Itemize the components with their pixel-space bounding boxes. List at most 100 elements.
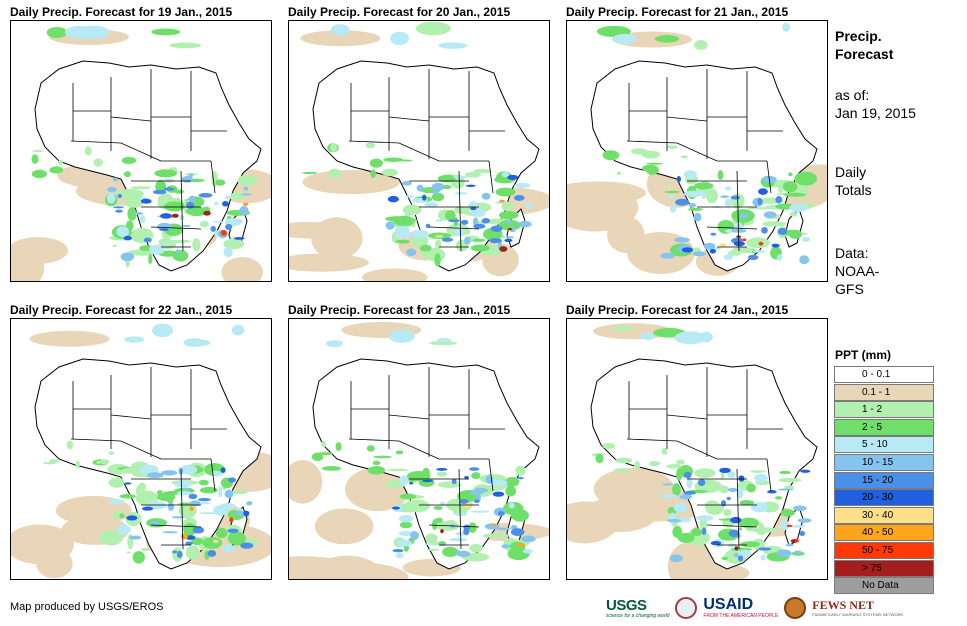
light-precip-area [627, 232, 695, 275]
country-border [120, 142, 162, 162]
precip-cell [172, 550, 178, 554]
precip-cell [501, 544, 511, 549]
country-border [180, 468, 184, 550]
precip-cell [395, 450, 404, 455]
precip-cell [117, 524, 131, 535]
legend-swatch [834, 489, 934, 507]
precip-cell [141, 506, 154, 511]
precip-cell [434, 253, 441, 267]
precip-core [507, 228, 513, 231]
legend-item: 50 - 75 [834, 541, 934, 560]
precip-cell [439, 501, 446, 507]
precip-cell [739, 500, 755, 506]
usaid-logo-tagline: FROM THE AMERICAN PEOPLE [703, 613, 779, 619]
africa-outline [312, 358, 540, 570]
precip-core [498, 199, 505, 203]
precip-cell [220, 467, 226, 474]
light-precip-area [314, 508, 374, 545]
precip-cell [390, 31, 409, 46]
country-border [766, 160, 772, 194]
precip-core [440, 529, 444, 534]
precip-cell [794, 171, 818, 186]
light-precip-area [29, 330, 110, 347]
precip-cell [521, 535, 536, 543]
country-border [626, 140, 678, 144]
precip-cell [321, 466, 342, 471]
precip-cell [730, 516, 742, 524]
precip-cell [733, 552, 739, 558]
precip-cell [222, 544, 236, 553]
sidebar-asof-date: Jan 19, 2015 [835, 105, 916, 121]
precip-cell [140, 547, 151, 551]
precip-cell [126, 515, 138, 521]
precip-cell [113, 509, 121, 520]
legend-item: 2 - 5 [834, 418, 934, 437]
precip-cell [152, 189, 167, 195]
precip-cell [754, 473, 768, 483]
precip-cell [415, 21, 451, 36]
precip-cell [240, 542, 254, 549]
precip-cell [498, 211, 519, 220]
precip-cell [514, 183, 531, 188]
precip-cell [188, 493, 198, 500]
precip-cell [416, 184, 424, 192]
precip-cell [239, 205, 249, 215]
precip-cell [750, 527, 779, 533]
precip-cell [163, 178, 175, 183]
precip-cell [132, 551, 145, 564]
country-border [180, 170, 184, 252]
light-precip-area [667, 542, 709, 579]
precip-cell [330, 24, 350, 36]
precip-cell [212, 220, 224, 223]
precip-core [171, 213, 179, 218]
map-svg [289, 322, 549, 579]
precip-cell [463, 524, 471, 531]
precip-cell [121, 467, 141, 474]
precip-cell [222, 200, 229, 207]
precip-cell [719, 467, 731, 473]
legend-label: 0.1 - 1 [862, 386, 891, 398]
precip-cell [459, 499, 469, 504]
precip-cell [129, 535, 142, 540]
precip-cell [317, 452, 334, 455]
precip-cell [674, 237, 690, 243]
precip-core [220, 229, 227, 236]
legend-swatch [834, 366, 934, 383]
precip-cell [672, 483, 681, 497]
precip-cell [675, 198, 690, 206]
precip-cell [370, 169, 376, 179]
precip-cell [494, 228, 502, 232]
precip-cell [171, 516, 185, 519]
precip-cell [452, 512, 460, 515]
precip-cell [776, 549, 792, 558]
precip-cell [727, 487, 738, 492]
precip-cell [224, 489, 234, 499]
precip-cell [740, 541, 761, 548]
precip-cell [173, 480, 193, 488]
light-precip-area [289, 459, 323, 504]
forecast-panel-24-jan: Daily Precip. Forecast for 24 Jan., 2015 [566, 302, 828, 580]
precip-cell [778, 477, 802, 483]
precip-cell [465, 184, 476, 187]
precip-cell [387, 468, 409, 472]
precip-cell [757, 197, 763, 205]
precip-cell [719, 485, 729, 494]
country-border [110, 414, 152, 420]
sidebar-heading-line1: Precip. [835, 28, 882, 44]
precip-cell [448, 219, 460, 223]
precip-cell [424, 202, 439, 208]
legend-swatch [834, 506, 934, 524]
precip-core [203, 210, 211, 216]
precip-cell [505, 220, 512, 224]
precip-cell [437, 174, 457, 183]
precip-cell [421, 479, 434, 483]
precip-cell [181, 487, 193, 490]
panel-title: Daily Precip. Forecast for 22 Jan., 2015 [10, 303, 233, 317]
precip-cell [482, 533, 510, 539]
precip-cell [659, 493, 678, 499]
forecast-panel-21-jan: Daily Precip. Forecast for 21 Jan., 2015 [566, 4, 828, 282]
precip-cell [138, 482, 147, 492]
precip-cell [464, 236, 471, 245]
sidebar-totals-line1: Daily [835, 164, 867, 180]
precip-cell [470, 510, 490, 513]
